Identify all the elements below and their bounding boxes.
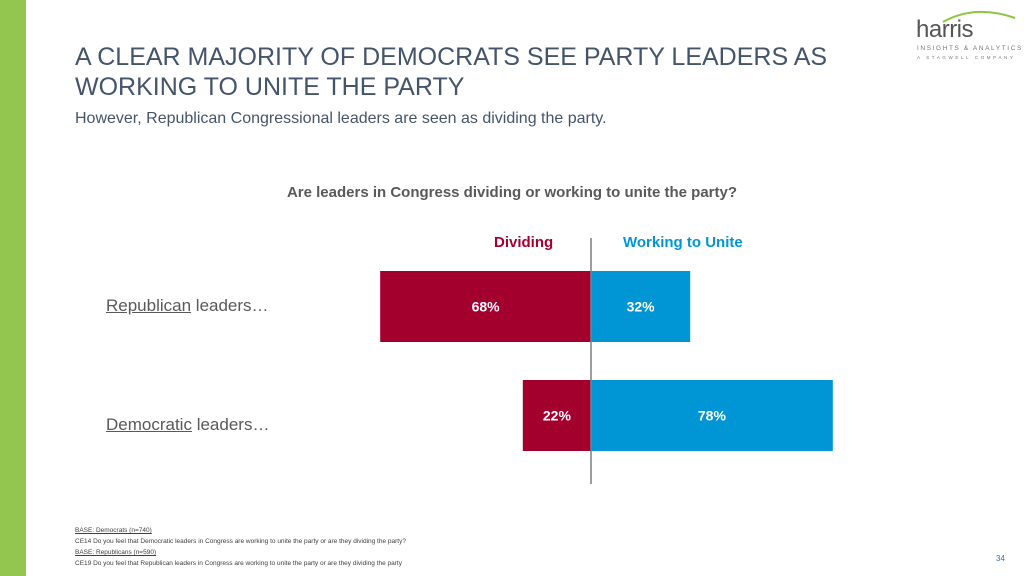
- data-label-working-to-unite: 32%: [627, 299, 656, 315]
- footnote-base-republicans: BASE: Republicans (n=590): [75, 549, 157, 556]
- footnote-question-ce19: CE19 Do you feel that Republican leaders…: [75, 560, 402, 567]
- footnotes: BASE: Democrats (n=740) CE14 Do you feel…: [75, 525, 406, 569]
- bar-working-to-unite: [591, 380, 833, 451]
- logo-brand: harris: [916, 16, 974, 43]
- category-label-prefix: Republican: [106, 296, 192, 315]
- legend-dividing: Dividing: [494, 234, 554, 251]
- footnote-question-ce14: CE14 Do you feel that Democratic leaders…: [75, 538, 406, 545]
- page-number: 34: [996, 554, 1005, 563]
- bar-dividing: [380, 271, 591, 342]
- category-label-prefix: Democratic: [106, 415, 192, 434]
- bar-working-to-unite: [591, 271, 691, 342]
- logo-subtagline: A STAGWELL COMPANY: [917, 55, 1016, 60]
- data-label-working-to-unite: 78%: [698, 408, 727, 424]
- logo-tagline: INSIGHTS & ANALYTICS: [917, 45, 1023, 52]
- legend-working-to-unite: Working to Unite: [623, 234, 743, 251]
- category-label-suffix: leaders…: [191, 296, 269, 315]
- category-label-democratic: Democratic leaders…: [106, 415, 269, 435]
- footnote-base-democrats: BASE: Democrats (n=740): [75, 527, 152, 534]
- data-label-dividing: 68%: [472, 299, 501, 315]
- page-title: A CLEAR MAJORITY OF DEMOCRATS SEE PARTY …: [75, 43, 828, 101]
- logo-swoosh-icon: [942, 10, 1016, 23]
- harris-logo: harris INSIGHTS & ANALYTICS A STAGWELL C…: [905, 6, 1023, 66]
- category-label-suffix: leaders…: [191, 415, 270, 434]
- bar-dividing: [522, 380, 591, 451]
- accent-side-bar: [0, 0, 26, 576]
- chart-title: Are leaders in Congress dividing or work…: [286, 184, 738, 201]
- data-label-dividing: 22%: [543, 408, 572, 424]
- page-subtitle: However, Republican Congressional leader…: [75, 110, 607, 127]
- category-label-republican: Republican leaders…: [106, 296, 269, 316]
